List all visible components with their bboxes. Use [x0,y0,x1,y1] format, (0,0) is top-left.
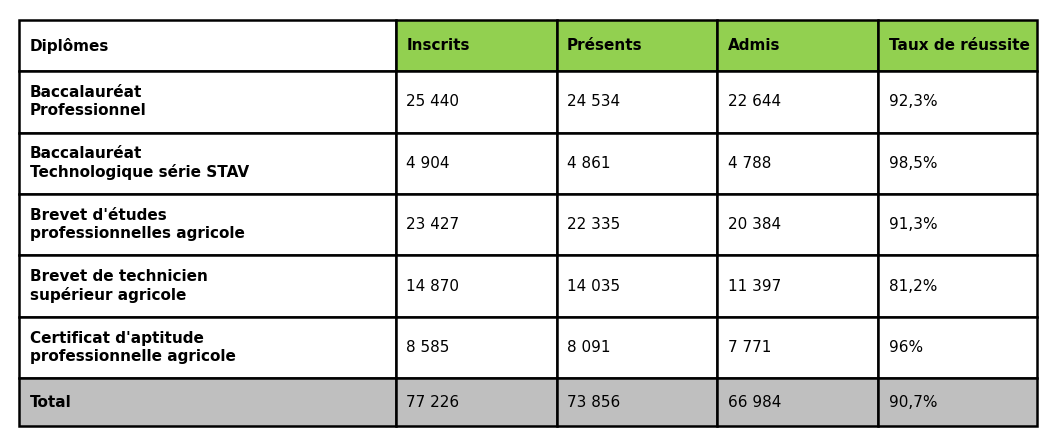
Text: 8 091: 8 091 [567,340,610,355]
Text: 96%: 96% [889,340,923,355]
Bar [717,194,879,255]
Text: 24 534: 24 534 [567,94,620,109]
Bar [557,20,717,71]
Bar [557,194,717,255]
Bar [19,133,396,194]
Bar [396,317,557,378]
Bar [879,255,1037,317]
Text: Admis: Admis [728,38,780,53]
Bar [879,194,1037,255]
Text: Diplômes: Diplômes [30,38,109,53]
Text: Brevet d'études
professionnelles agricole: Brevet d'études professionnelles agricol… [30,208,244,241]
Bar [19,378,396,426]
Bar [717,255,879,317]
Text: 90,7%: 90,7% [889,395,938,410]
Text: 66 984: 66 984 [728,395,781,410]
Bar [717,71,879,133]
Bar [396,255,557,317]
Bar [396,133,557,194]
Bar [879,20,1037,71]
Text: Taux de réussite: Taux de réussite [889,38,1030,53]
Bar [557,255,717,317]
Bar [557,133,717,194]
Text: 73 856: 73 856 [567,395,620,410]
Text: 14 035: 14 035 [567,279,620,294]
Text: * Taux de réussite = Admis/Présents: * Taux de réussite = Admis/Présents [19,444,261,445]
Text: Certificat d'aptitude
professionnelle agricole: Certificat d'aptitude professionnelle ag… [30,331,235,364]
Bar [717,378,879,426]
Text: Brevet de technicien
supérieur agricole: Brevet de technicien supérieur agricole [30,269,207,303]
Bar [396,194,557,255]
Bar [557,378,717,426]
Text: 25 440: 25 440 [407,94,459,109]
Bar [879,71,1037,133]
Text: 98,5%: 98,5% [889,156,938,171]
Bar [396,71,557,133]
Text: Baccalauréat
Technologique série STAV: Baccalauréat Technologique série STAV [30,146,249,180]
Text: Baccalauréat
Professionnel: Baccalauréat Professionnel [30,85,147,118]
Bar [19,71,396,133]
Text: 4 904: 4 904 [407,156,450,171]
Text: 77 226: 77 226 [407,395,459,410]
Text: 20 384: 20 384 [728,217,781,232]
Bar [19,317,396,378]
Bar [717,133,879,194]
Text: 22 644: 22 644 [728,94,781,109]
Text: 14 870: 14 870 [407,279,459,294]
Text: Total: Total [30,395,72,410]
Bar [557,71,717,133]
Text: 22 335: 22 335 [567,217,620,232]
Text: Présents: Présents [567,38,643,53]
Bar [717,20,879,71]
Bar [879,317,1037,378]
Bar [19,20,396,71]
Text: 11 397: 11 397 [728,279,781,294]
Text: 7 771: 7 771 [728,340,771,355]
Bar [19,255,396,317]
Text: Inscrits: Inscrits [407,38,470,53]
Bar [557,317,717,378]
Text: 91,3%: 91,3% [889,217,938,232]
Text: 8 585: 8 585 [407,340,450,355]
Bar [717,317,879,378]
Bar [396,378,557,426]
Text: 23 427: 23 427 [407,217,459,232]
Text: 92,3%: 92,3% [889,94,938,109]
Text: 4 861: 4 861 [567,156,610,171]
Text: 81,2%: 81,2% [889,279,937,294]
Bar [396,20,557,71]
Bar [19,194,396,255]
Bar [879,133,1037,194]
Text: 4 788: 4 788 [728,156,771,171]
Bar [879,378,1037,426]
